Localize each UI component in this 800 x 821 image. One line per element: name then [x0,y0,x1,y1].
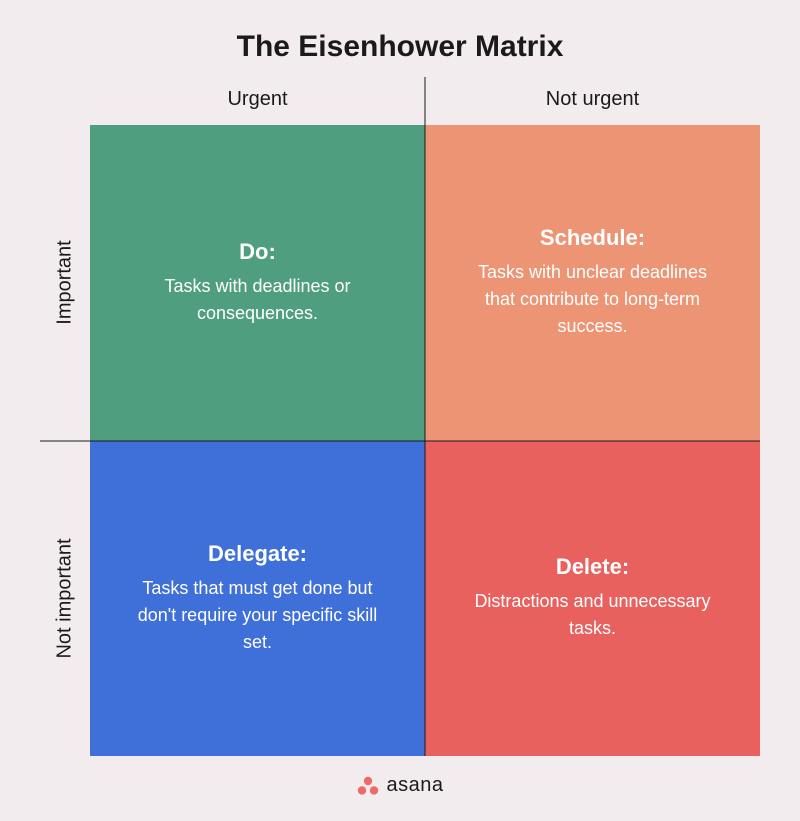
matrix-wrap: Important Not important Do: Tasks with d… [40,125,760,756]
axis-vertical [425,77,426,756]
quadrant-delete: Delete: Distractions and unnecessary tas… [425,441,760,757]
quad-title-delete: Delete: [556,554,629,580]
brand-name: asana [387,774,444,797]
quad-desc-delete: Distractions and unnecessary tasks. [473,588,713,642]
matrix-grid: Do: Tasks with deadlines or consequences… [90,125,760,756]
quadrant-delegate: Delegate: Tasks that must get done but d… [90,441,425,757]
quad-desc-delegate: Tasks that must get done but don't requi… [138,575,378,656]
row-label-important: Important [40,125,90,441]
quad-desc-do: Tasks with deadlines or consequences. [138,273,378,327]
matrix-container: The Eisenhower Matrix Urgent Not urgent … [0,0,800,821]
axis-horizontal [40,440,760,441]
quad-title-schedule: Schedule: [540,225,645,251]
asana-logo-icon [357,776,379,796]
quadrant-do: Do: Tasks with deadlines or consequences… [90,125,425,441]
quadrant-schedule: Schedule: Tasks with unclear deadlines t… [425,125,760,441]
quad-desc-schedule: Tasks with unclear deadlines that contri… [473,259,713,340]
footer: asana [40,756,760,801]
col-header-urgent: Urgent [90,88,425,125]
col-header-not-urgent: Not urgent [425,88,760,125]
quad-title-do: Do: [239,239,276,265]
page-title: The Eisenhower Matrix [40,30,760,64]
row-label-not-important: Not important [40,441,90,757]
quad-title-delegate: Delegate: [208,541,307,567]
